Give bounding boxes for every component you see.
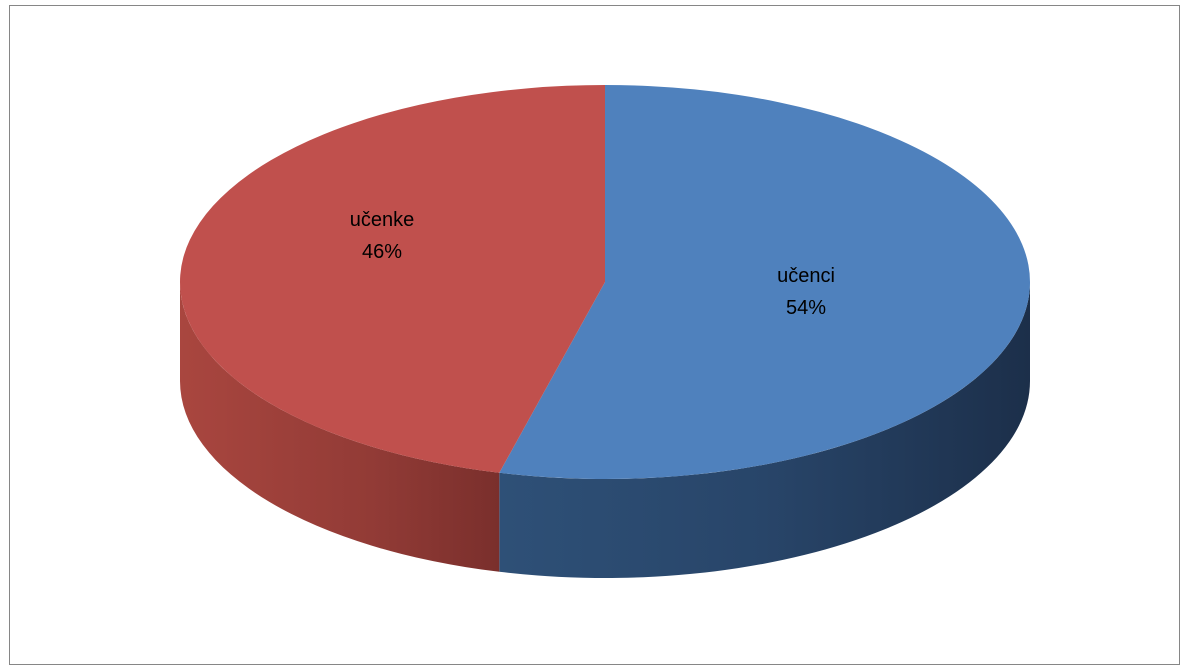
pie-chart: učenci 54% učenke 46% <box>0 0 1190 649</box>
slice-label-ucenci-name: učenci <box>777 265 835 287</box>
slice-label-ucenke-name: učenke <box>350 209 415 231</box>
slice-label-ucenci-percent: 54% <box>786 297 826 319</box>
pie-tops <box>180 85 1030 479</box>
slice-label-ucenke-percent: 46% <box>362 241 402 263</box>
